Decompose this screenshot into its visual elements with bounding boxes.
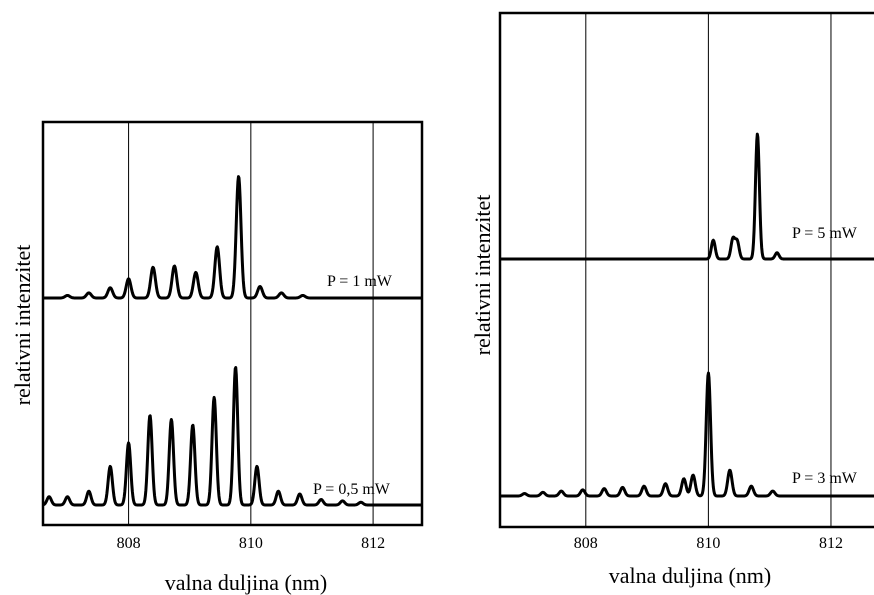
- left-x-axis-title: valna duljina (nm): [165, 570, 328, 595]
- right-plot-frame: [498, 11, 874, 529]
- right-y-axis-title: relativni intenzitet: [470, 195, 495, 356]
- left-series-0-label: P = 1 mW: [327, 273, 393, 290]
- left-plot-frame: [41, 120, 424, 527]
- left-series-p-05mw: [42, 366, 423, 507]
- right-x-tick-label: 812: [819, 535, 843, 552]
- left-x-tick-label: 810: [239, 535, 263, 552]
- right-panel: P = 5 mW P = 3 mW 808 810 812 valna dulj…: [470, 11, 874, 588]
- left-x-tick-label: 812: [361, 535, 385, 552]
- left-x-tick-label: 808: [117, 535, 141, 552]
- right-series-1-label: P = 3 mW: [792, 470, 858, 487]
- right-series-p-3mw: [499, 371, 874, 498]
- left-series-p-1mw: [42, 175, 423, 300]
- right-series-0-label: P = 5 mW: [792, 225, 858, 242]
- right-x-axis-title: valna duljina (nm): [609, 563, 772, 588]
- left-series-1-label: P = 0,5 mW: [313, 481, 391, 498]
- right-x-tick-label: 810: [696, 535, 720, 552]
- left-grid: [128, 122, 374, 525]
- left-y-axis-title: relativni intenzitet: [10, 245, 35, 406]
- right-series-p-5mw: [499, 132, 874, 261]
- right-x-tick-label: 808: [574, 535, 598, 552]
- right-grid: [585, 13, 832, 527]
- left-panel: P = 1 mW P = 0,5 mW 808 810 812 valna du…: [10, 120, 424, 595]
